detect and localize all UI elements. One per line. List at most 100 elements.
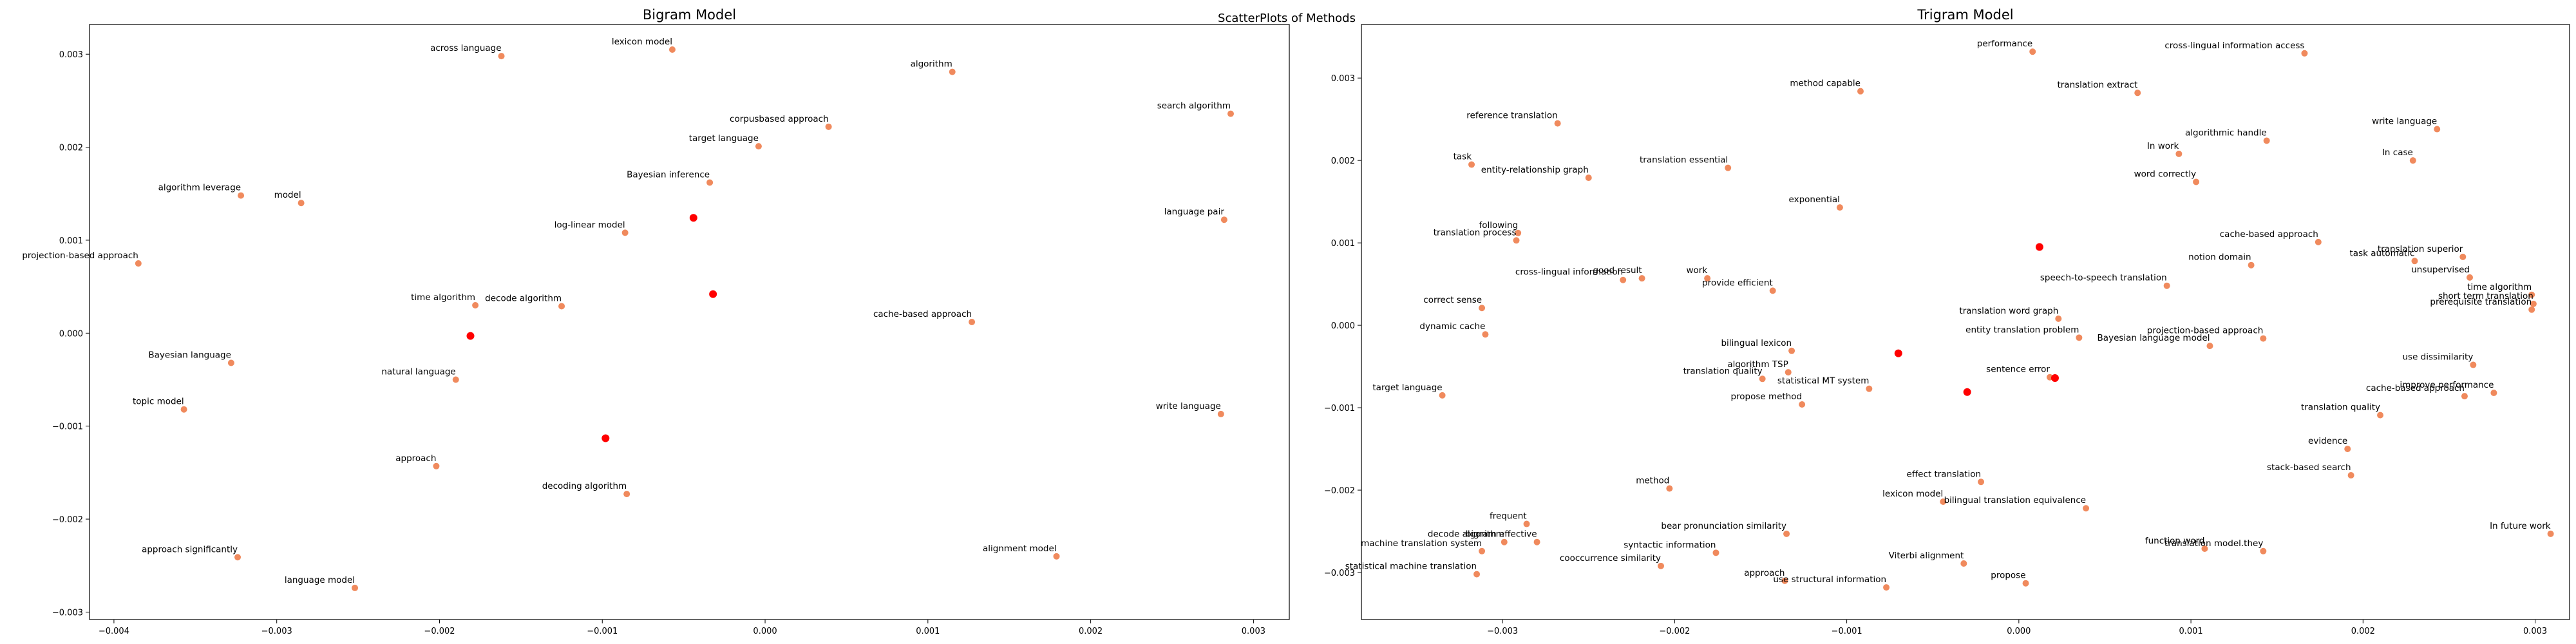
data-point [2201,545,2208,552]
cluster-center [466,332,475,340]
data-point [472,302,479,309]
bigram-plot: Bigram Model −0.004 −0.003 −0.002 −0.001 0.00… [22,7,1290,636]
point-label: translation model.they [2164,538,2263,549]
point-label: translation quality [1683,366,1763,376]
point-label: search algorithm [1157,101,1231,111]
data-point [238,192,245,199]
point-label: notion domain [2188,252,2251,263]
y-tick-label: 0.002 [1331,156,1355,166]
data-point [623,491,630,498]
data-point [2055,315,2062,322]
point-label: task automatic [2350,248,2415,258]
trigram-plot: Trigram Model −0.003 −0.002 −0.001 0.000 0.00… [1324,7,2570,636]
data-point [2134,90,2141,97]
cluster-center [2035,243,2043,251]
point-label: translation process [1434,227,1517,238]
data-point [1220,216,1227,223]
y-tick-label: −0.002 [1324,486,1355,496]
point-label: projection-based approach [2147,326,2264,336]
point-label: target language [689,133,759,144]
point-label: decoding algorithm [542,481,627,491]
y-tick-label: 0.002 [59,144,83,153]
data-point [2467,274,2474,281]
point-label: corpusbased approach [730,114,829,124]
data-point [2377,412,2384,419]
cluster-center [2050,374,2059,383]
y-tick-label: −0.003 [52,608,83,618]
data-point [2434,126,2441,133]
x-tick-label: 0.000 [2007,627,2031,636]
data-point [2206,343,2213,350]
data-point [2260,547,2267,554]
point-label: sentence error [1986,365,2050,375]
data-point [1515,229,1522,236]
x-tick-label: 0.001 [916,627,940,636]
point-label: translation superior [2378,244,2463,254]
data-point [755,143,762,150]
y-tick-label: 0.000 [59,329,83,339]
data-point [1482,331,1489,338]
data-point [2411,258,2418,265]
data-point [2076,334,2083,341]
point-label: Bayesian language model [2098,333,2210,343]
y-tick-label: −0.001 [52,422,83,432]
figure-suptitle: ScatterPlots of Methods [1218,12,1356,25]
data-point [1783,530,1790,537]
point-label: algorithm TSP [1727,359,1788,370]
data-point [2459,253,2467,260]
data-point [135,260,142,267]
point-label: approach [1744,568,1785,578]
data-point [1960,560,1967,567]
data-point [1866,385,1873,392]
point-label: bilingual lexicon [1721,338,1792,348]
data-point [1759,375,1766,383]
point-label: reference translation [1466,111,1557,121]
data-point [2470,361,2477,368]
data-point [2022,580,2029,587]
data-point [969,319,976,325]
data-point [949,68,956,75]
point-label: frequent [1490,511,1527,522]
data-point [2347,472,2354,479]
data-point [1053,553,1060,560]
point-label: translation quality [2301,402,2380,413]
point-label: cache-based approach [2366,383,2465,393]
data-point [1513,237,1520,244]
point-label: across language [430,43,501,53]
point-label: evidence [2308,436,2347,446]
point-label: decode algorithm [485,293,562,303]
data-point [2530,300,2537,307]
data-point [433,462,440,469]
data-point [1501,538,1508,545]
data-point [1799,401,1806,408]
point-label: bear pronunciation similarity [1661,521,1786,531]
point-label: cooccurrence similarity [1560,553,1661,564]
data-point [452,376,459,383]
data-point [2163,282,2170,289]
point-label: unsupervised [2411,265,2470,275]
x-tick-label: 0.002 [2351,627,2375,636]
data-point [1781,577,1788,584]
data-point [1227,110,1234,117]
point-label: language model [285,575,355,585]
point-label: projection-based approach [22,251,138,261]
data-point [2193,178,2200,185]
data-point [1523,520,1530,527]
data-point [2175,150,2183,157]
data-point [2528,291,2535,298]
point-label: statistical machine translation [1345,562,1477,572]
data-point [621,229,629,236]
point-label: translation essential [1640,155,1728,166]
plot-title: Trigram Model [1917,7,2013,23]
point-label: write language [1156,401,1221,412]
data-point [2260,335,2267,342]
y-tick-label: −0.001 [1324,404,1355,413]
data-point [1533,538,1540,545]
point-label: entity-relationship graph [1481,165,1589,175]
axes-frame [1361,24,2570,620]
data-point [2029,48,2036,55]
point-label: time algorithm [411,292,475,303]
point-label: In work [2147,141,2179,151]
point-label: use dissimilarity [2403,352,2474,363]
